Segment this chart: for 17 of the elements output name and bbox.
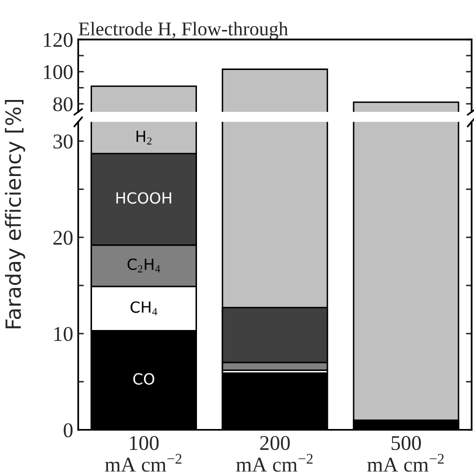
series-label: H$_{2}$ (136, 130, 152, 144)
series-label: C$_{2}$H$_{4}$ (128, 258, 160, 272)
series-label: CH$_{4}$ (130, 301, 158, 316)
x-tick-label: 100 mA cm$^{−2}$ (105, 436, 182, 472)
y-tick-label: 10 (54, 326, 73, 342)
x-tick-label: 500 mA cm$^{−2}$ (367, 436, 444, 472)
x-tick-label: 200 mA cm$^{−2}$ (236, 436, 313, 472)
y-tick-label: 20 (53, 230, 73, 245)
series-label: HCOOH (116, 192, 172, 204)
y-tick-label: 80 (53, 97, 73, 112)
y-tick-label: 0 (64, 423, 73, 438)
series-label: CO (133, 373, 154, 385)
y-tick-label: 30 (54, 134, 73, 149)
y-tick-label: 120 (44, 32, 73, 47)
y-tick-label: 100 (44, 65, 73, 80)
y-axis-title: Faraday efficiency [%] (4, 100, 26, 328)
chart-title: Electrode H, Flow-through (78, 22, 288, 40)
